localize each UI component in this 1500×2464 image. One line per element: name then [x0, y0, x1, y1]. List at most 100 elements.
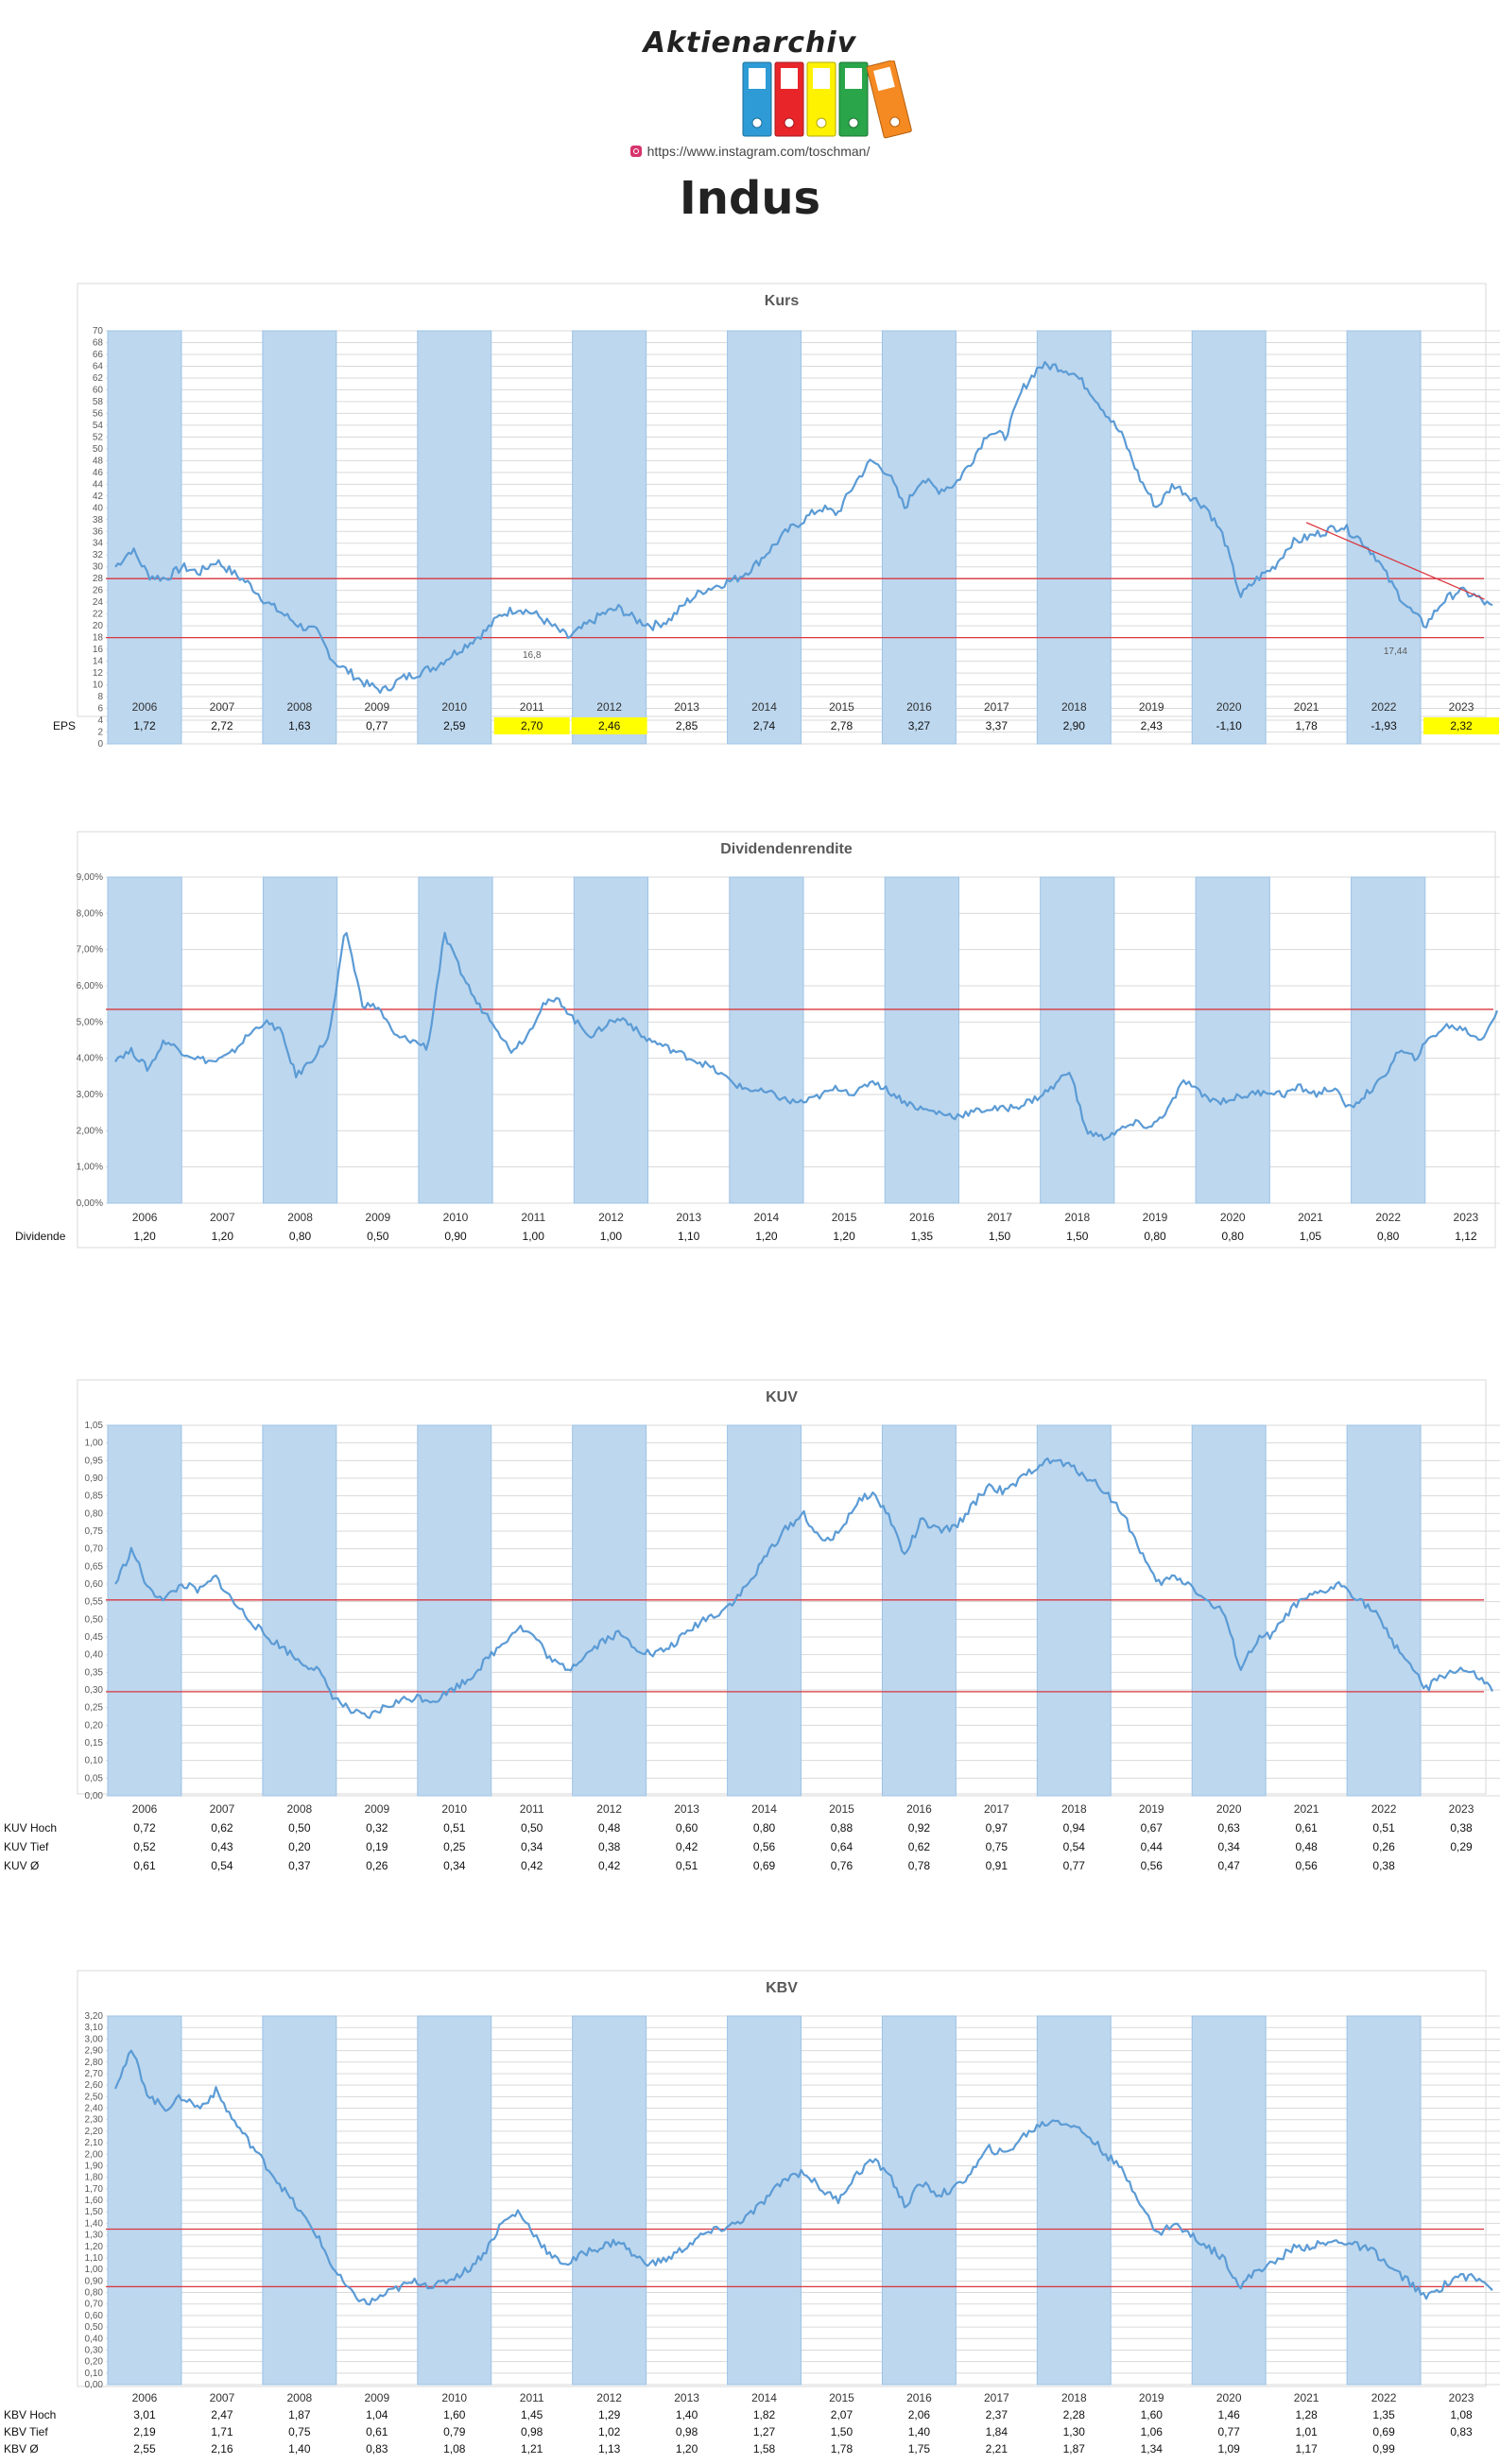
x-tick-year: 2022 — [1371, 700, 1397, 714]
row-value: 0,80 — [1144, 1230, 1166, 1243]
year-band-2008 — [262, 1424, 337, 1797]
row-value: 0,80 — [1377, 1230, 1400, 1243]
row-value: 2,70 — [521, 719, 543, 732]
row-value: -1,93 — [1371, 719, 1397, 732]
row-value: 0,61 — [366, 2425, 388, 2438]
x-tick-year: 2019 — [1139, 1802, 1164, 1816]
row-value: 1,09 — [1218, 2442, 1241, 2455]
row-value: 0,80 — [753, 1821, 776, 1835]
x-tick-year: 2006 — [132, 1802, 158, 1816]
binder-red — [774, 61, 804, 137]
row-value: 1,84 — [986, 2425, 1009, 2438]
row-value: 1,40 — [288, 2442, 311, 2455]
row-value: 0,34 — [1218, 1840, 1241, 1853]
row-value: 2,72 — [211, 719, 233, 732]
x-tick-year: 2022 — [1371, 2391, 1397, 2404]
y-tick-label: 0,20 — [85, 2357, 104, 2368]
row-value: 1,82 — [753, 2408, 776, 2421]
row-value: 0,62 — [211, 1821, 233, 1835]
row-value: 0,98 — [521, 2425, 543, 2438]
year-band-2012 — [572, 1424, 647, 1797]
y-tick-label: 1,50 — [85, 2207, 104, 2217]
row-value: 1,08 — [1450, 2408, 1473, 2421]
row-label: KUV Ø — [4, 1859, 39, 1872]
y-tick-label: 0,90 — [85, 1473, 104, 1484]
row-value: 1,17 — [1295, 2442, 1318, 2455]
y-tick-label: 0,00 — [85, 2380, 104, 2390]
y-tick-label: 1,40 — [85, 2218, 104, 2229]
year-band-2020 — [1191, 1424, 1267, 1797]
row-value: 0,77 — [1063, 1859, 1086, 1872]
row-value: -1,10 — [1216, 719, 1243, 732]
x-tick-year: 2018 — [1061, 1802, 1087, 1816]
x-tick-year: 2013 — [674, 700, 699, 714]
y-tick-label: 4,00% — [77, 1054, 103, 1064]
x-tick-year: 2016 — [909, 1211, 935, 1224]
row-value: 1,50 — [989, 1230, 1011, 1243]
instagram-link[interactable]: https://www.instagram.com/toschman/ — [647, 144, 871, 159]
row-value: 0,80 — [1222, 1230, 1245, 1243]
y-tick-label: 0,70 — [85, 2300, 104, 2310]
row-value: 2,07 — [831, 2408, 853, 2421]
trend-line — [1305, 522, 1485, 600]
y-tick-label: 0,35 — [85, 1667, 104, 1678]
x-tick-year: 2008 — [287, 2391, 313, 2404]
x-tick-year: 2010 — [443, 1211, 469, 1224]
x-tick-year: 2022 — [1371, 1802, 1397, 1816]
year-band-2014 — [729, 876, 804, 1204]
row-value: 0,72 — [133, 1821, 156, 1835]
x-tick-year: 2010 — [441, 2391, 467, 2404]
row-value: 1,71 — [211, 2425, 233, 2438]
x-tick-year: 2016 — [906, 1802, 932, 1816]
y-tick-label: 34 — [93, 539, 104, 549]
x-tick-year: 2014 — [751, 2391, 777, 2404]
y-tick-label: 0,85 — [85, 1491, 104, 1502]
series-line — [114, 1456, 1493, 1719]
row-value: 1,78 — [1295, 719, 1318, 732]
row-value: 2,32 — [1450, 719, 1473, 732]
y-tick-label: 5,00% — [77, 1017, 103, 1027]
row-value: 2,28 — [1063, 2408, 1086, 2421]
x-tick-year: 2006 — [132, 700, 158, 714]
row-value: 0,75 — [288, 2425, 311, 2438]
row-value: 2,46 — [598, 719, 621, 732]
y-tick-label: 2,70 — [85, 2069, 104, 2079]
year-band-2006 — [107, 876, 182, 1204]
x-tick-year: 2006 — [132, 1211, 158, 1224]
row-value: 1,72 — [133, 719, 156, 732]
row-value: 0,61 — [1295, 1821, 1318, 1835]
row-value: 2,90 — [1063, 719, 1086, 732]
row-label: EPS — [53, 719, 76, 732]
y-tick-label: 7,00% — [77, 945, 103, 956]
x-tick-year: 2011 — [520, 700, 544, 714]
y-tick-label: 1,05 — [85, 1421, 104, 1431]
y-tick-label: 2 — [97, 728, 103, 738]
y-tick-label: 0,70 — [85, 1544, 104, 1555]
row-value: 0,50 — [288, 1821, 311, 1835]
y-tick-label: 0,45 — [85, 1632, 104, 1643]
row-value: 1,20 — [133, 1230, 156, 1243]
x-tick-year: 2013 — [676, 1211, 701, 1224]
row-value: 0,56 — [1295, 1859, 1318, 1872]
x-tick-year: 2008 — [287, 700, 313, 714]
x-tick-year: 2020 — [1216, 700, 1242, 714]
y-tick-label: 0,75 — [85, 1526, 104, 1537]
row-value: 0,50 — [521, 1821, 543, 1835]
y-tick-label: 60 — [93, 385, 104, 395]
x-tick-year: 2012 — [596, 2391, 622, 2404]
y-tick-label: 0,65 — [85, 1561, 104, 1572]
x-tick-year: 2018 — [1061, 700, 1087, 714]
instagram-link-row: https://www.instagram.com/toschman/ — [0, 144, 1500, 159]
x-tick-year: 2014 — [751, 700, 777, 714]
row-value: 1,06 — [1141, 2425, 1164, 2438]
y-tick-label: 0,60 — [85, 2311, 104, 2321]
row-value: 0,25 — [443, 1840, 466, 1853]
y-tick-label: 0,30 — [85, 2345, 104, 2355]
x-tick-year: 2008 — [287, 1211, 313, 1224]
row-value: 0,48 — [598, 1821, 621, 1835]
y-tick-label: 0,80 — [85, 1508, 104, 1519]
x-tick-year: 2010 — [441, 700, 467, 714]
year-band-2020 — [1191, 2015, 1267, 2386]
x-tick-year: 2008 — [287, 1802, 313, 1816]
